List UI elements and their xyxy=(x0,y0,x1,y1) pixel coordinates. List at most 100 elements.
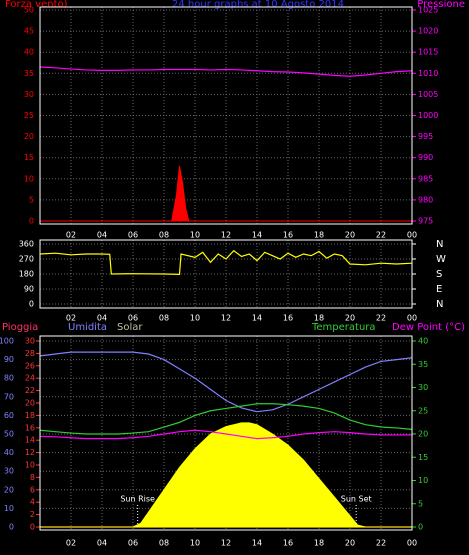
y3-tick-label: 6 xyxy=(30,485,35,494)
x-tick-label: 08 xyxy=(159,539,169,548)
x-tick-label: 22 xyxy=(376,539,386,548)
y-tick-label: 25 xyxy=(24,111,34,120)
x-tick-label: 00 xyxy=(407,231,417,240)
y2-tick-label: 990 xyxy=(418,153,433,162)
x-tick-label: 08 xyxy=(159,231,169,240)
x-tick-label: 18 xyxy=(314,539,324,548)
y2-tick-label: 25 xyxy=(418,406,428,415)
y2-tick-label: W xyxy=(436,254,446,265)
x-tick-label: 00 xyxy=(407,314,417,323)
y-tick-label: 90 xyxy=(24,285,34,294)
y-tick-label: 100 xyxy=(0,337,14,346)
legend-label: Pioggia xyxy=(2,322,38,333)
plot-frame xyxy=(39,335,413,531)
y3-tick-label: 26 xyxy=(25,361,35,370)
y-tick-label: 90 xyxy=(4,355,14,364)
y2-tick-label: 1020 xyxy=(418,27,438,36)
y3-tick-label: 4 xyxy=(30,498,35,507)
y3-tick-label: 2 xyxy=(30,510,35,519)
y2-tick-label: 30 xyxy=(418,383,428,392)
y-tick-label: 10 xyxy=(4,504,14,513)
y3-tick-label: 28 xyxy=(25,349,35,358)
y2-tick-label: E xyxy=(436,284,442,295)
y2-tick-label: 1025 xyxy=(418,6,438,15)
y2-tick-label: 20 xyxy=(418,430,428,439)
legend-label: Pressione xyxy=(417,0,465,10)
y2-tick-label: 1010 xyxy=(418,69,438,78)
x-tick-label: 04 xyxy=(97,539,107,548)
y2-tick-label: 15 xyxy=(418,453,428,462)
x-tick-label: 16 xyxy=(283,314,293,323)
y-tick-label: 180 xyxy=(19,270,34,279)
y3-tick-label: 10 xyxy=(25,461,35,470)
x-tick-label: 14 xyxy=(252,314,262,323)
line xyxy=(39,66,413,77)
x-tick-label: 10 xyxy=(190,314,200,323)
y2-tick-label: 1005 xyxy=(418,90,438,99)
y-tick-label: 80 xyxy=(4,374,14,383)
x-tick-label: 08 xyxy=(159,314,169,323)
y-tick-label: 30 xyxy=(4,467,14,476)
y-tick-label: 30 xyxy=(24,90,34,99)
x-tick-label: 02 xyxy=(66,231,76,240)
y3-tick-label: 20 xyxy=(25,399,35,408)
plot-frame xyxy=(39,239,413,309)
y-tick-label: 20 xyxy=(4,485,14,494)
y-tick-label: 5 xyxy=(29,195,34,204)
y2-tick-label: 975 xyxy=(418,217,433,226)
x-tick-label: 20 xyxy=(345,314,355,323)
y3-tick-label: 24 xyxy=(25,374,35,383)
y-tick-label: 20 xyxy=(24,132,34,141)
line xyxy=(39,403,413,435)
y-tick-label: 50 xyxy=(24,6,34,15)
y2-tick-label: 985 xyxy=(418,174,433,183)
x-tick-label: 06 xyxy=(128,314,138,323)
y3-tick-label: 18 xyxy=(25,411,35,420)
y-tick-label: 0 xyxy=(29,217,34,226)
y2-tick-label: N xyxy=(436,239,443,250)
y2-tick-label: S xyxy=(436,269,442,280)
y2-tick-label: 980 xyxy=(418,195,433,204)
y2-tick-label: 10 xyxy=(418,476,428,485)
y3-tick-label: 30 xyxy=(25,337,35,346)
x-tick-label: 06 xyxy=(128,539,138,548)
y-tick-label: 0 xyxy=(9,523,14,532)
legend-label: Solar xyxy=(117,322,143,333)
x-tick-label: 20 xyxy=(345,539,355,548)
x-tick-label: 04 xyxy=(97,314,107,323)
annotation: Sun Rise xyxy=(120,495,155,504)
y-tick-label: 50 xyxy=(4,430,14,439)
y-tick-label: 15 xyxy=(24,153,34,162)
x-tick-label: 10 xyxy=(190,231,200,240)
x-tick-label: 20 xyxy=(345,231,355,240)
line xyxy=(39,429,412,440)
y2-tick-label: 1000 xyxy=(418,111,438,120)
y-tick-label: 360 xyxy=(19,240,34,249)
line xyxy=(39,351,413,413)
y3-tick-label: 8 xyxy=(30,473,35,482)
x-tick-label: 00 xyxy=(407,539,417,548)
chart-title: 24 hour graphs at 10 Agosto 2014 xyxy=(172,0,344,10)
x-tick-label: 22 xyxy=(376,314,386,323)
x-tick-label: 22 xyxy=(376,231,386,240)
x-tick-label: 16 xyxy=(283,539,293,548)
legend-label: Umidita xyxy=(68,322,107,333)
y-tick-label: 10 xyxy=(24,174,34,183)
legend-label: Temperatura xyxy=(311,322,376,333)
annotation: Sun Set xyxy=(341,495,372,504)
y3-tick-label: 14 xyxy=(25,436,35,445)
y3-tick-label: 0 xyxy=(30,523,35,532)
y-tick-label: 270 xyxy=(19,255,34,264)
y2-tick-label: 35 xyxy=(418,360,428,369)
x-tick-label: 02 xyxy=(66,314,76,323)
x-tick-label: 02 xyxy=(66,539,76,548)
y2-tick-label: 5 xyxy=(418,499,423,508)
plot-frame xyxy=(39,6,413,225)
y-tick-label: 45 xyxy=(24,27,34,36)
y-tick-label: 35 xyxy=(24,69,34,78)
x-tick-label: 18 xyxy=(314,314,324,323)
y3-tick-label: 16 xyxy=(25,423,35,432)
x-tick-label: 10 xyxy=(190,539,200,548)
